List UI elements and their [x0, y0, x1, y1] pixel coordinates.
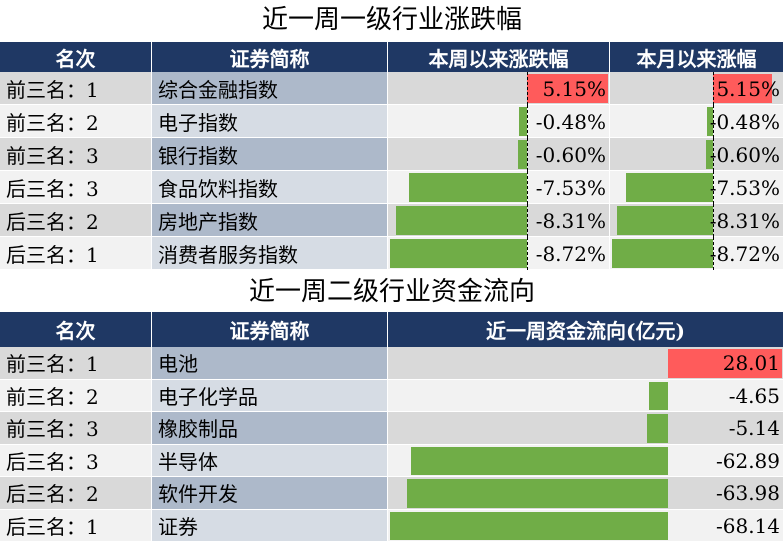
name-cell: 综合金融指数: [152, 72, 388, 105]
value-label: -8.72%: [535, 241, 606, 266]
name-cell: 电池: [152, 347, 388, 380]
bar-axis: [526, 138, 528, 171]
rank-cell: 后三名：3: [0, 171, 152, 204]
name-cell: 电子化学品: [152, 379, 388, 412]
value-label: -68.14: [715, 513, 780, 538]
data-bar: [517, 140, 527, 169]
data-bar: [616, 206, 713, 235]
data-bar: [396, 206, 527, 235]
header-cell: 证券简称: [152, 42, 388, 72]
bar-axis: [526, 204, 528, 237]
name-cell: 证券: [152, 509, 388, 542]
value-label: -0.48%: [709, 109, 780, 134]
data-bar: [649, 381, 668, 410]
name-cell: 半导体: [152, 444, 388, 477]
value-label: 5.15%: [716, 76, 780, 101]
value-label: -7.53%: [535, 175, 606, 200]
header-cell: 名次: [0, 42, 152, 72]
rank-cell: 前三名：1: [0, 347, 152, 380]
name-cell: 电子指数: [152, 105, 388, 138]
name-cell: 消费者服务指数: [152, 237, 388, 270]
bar-axis: [712, 138, 714, 171]
name-cell: 软件开发: [152, 477, 388, 510]
value-label: -8.31%: [709, 208, 780, 233]
data-bar: [705, 140, 713, 169]
bar-axis: [526, 171, 528, 204]
value-label: -8.72%: [709, 241, 780, 266]
rank-cell: 前三名：3: [0, 412, 152, 445]
value-cell: [388, 379, 784, 412]
rank-cell: 前三名：2: [0, 379, 152, 412]
header-cell: 名次: [0, 312, 152, 347]
rank-cell: 后三名：2: [0, 477, 152, 510]
data-bar: [647, 414, 668, 443]
value-label: -7.53%: [709, 175, 780, 200]
value-label: -4.65: [728, 383, 780, 408]
rank-cell: 前三名：3: [0, 138, 152, 171]
data-bar: [411, 446, 668, 475]
data-bar: [625, 173, 713, 202]
value-label: 5.15%: [542, 76, 606, 101]
bar-axis: [712, 204, 714, 237]
header-cell: 本周以来涨跌幅: [388, 42, 610, 72]
value-label: -0.48%: [535, 109, 606, 134]
table-title: 近一周二级行业资金流向: [248, 277, 535, 307]
rank-cell: 前三名：1: [0, 72, 152, 105]
bar-axis: [526, 237, 528, 270]
data-bar: [526, 74, 608, 103]
data-bar: [408, 173, 527, 202]
value-label: -63.98: [715, 481, 780, 506]
bar-axis: [712, 72, 714, 105]
value-label: -0.60%: [709, 142, 780, 167]
value-label: -5.14: [728, 416, 780, 441]
data-bar: [612, 239, 713, 268]
value-cell: [388, 412, 784, 445]
data-bar: [390, 239, 527, 268]
data-bar: [390, 511, 668, 540]
bar-axis: [712, 237, 714, 270]
name-cell: 房地产指数: [152, 204, 388, 237]
value-label: 28.01: [722, 351, 780, 376]
data-bar: [712, 74, 773, 103]
rank-cell: 后三名：2: [0, 204, 152, 237]
data-bar: [667, 349, 783, 378]
rank-cell: 后三名：3: [0, 444, 152, 477]
rank-cell: 后三名：1: [0, 509, 152, 542]
value-cell: [388, 138, 610, 171]
data-bar: [707, 107, 713, 136]
rank-cell: 前三名：2: [0, 105, 152, 138]
bar-axis: [526, 105, 528, 138]
data-bar: [519, 107, 527, 136]
bar-axis: [526, 72, 528, 105]
value-cell: [388, 105, 610, 138]
bar-axis: [712, 105, 714, 138]
header-cell: 本月以来涨幅: [610, 42, 784, 72]
data-bar: [406, 479, 668, 508]
header-cell: 证券简称: [152, 312, 388, 347]
bar-axis: [712, 171, 714, 204]
value-label: -8.31%: [535, 208, 606, 233]
name-cell: 橡胶制品: [152, 412, 388, 445]
value-cell: [610, 105, 784, 138]
value-label: -0.60%: [535, 142, 606, 167]
header-cell: 近一周资金流向(亿元): [388, 312, 784, 347]
table-title: 近一周一级行业涨跌幅: [261, 5, 522, 35]
value-cell: [610, 138, 784, 171]
name-cell: 食品饮料指数: [152, 171, 388, 204]
rank-cell: 后三名：1: [0, 237, 152, 270]
name-cell: 银行指数: [152, 138, 388, 171]
value-label: -62.89: [715, 448, 780, 473]
